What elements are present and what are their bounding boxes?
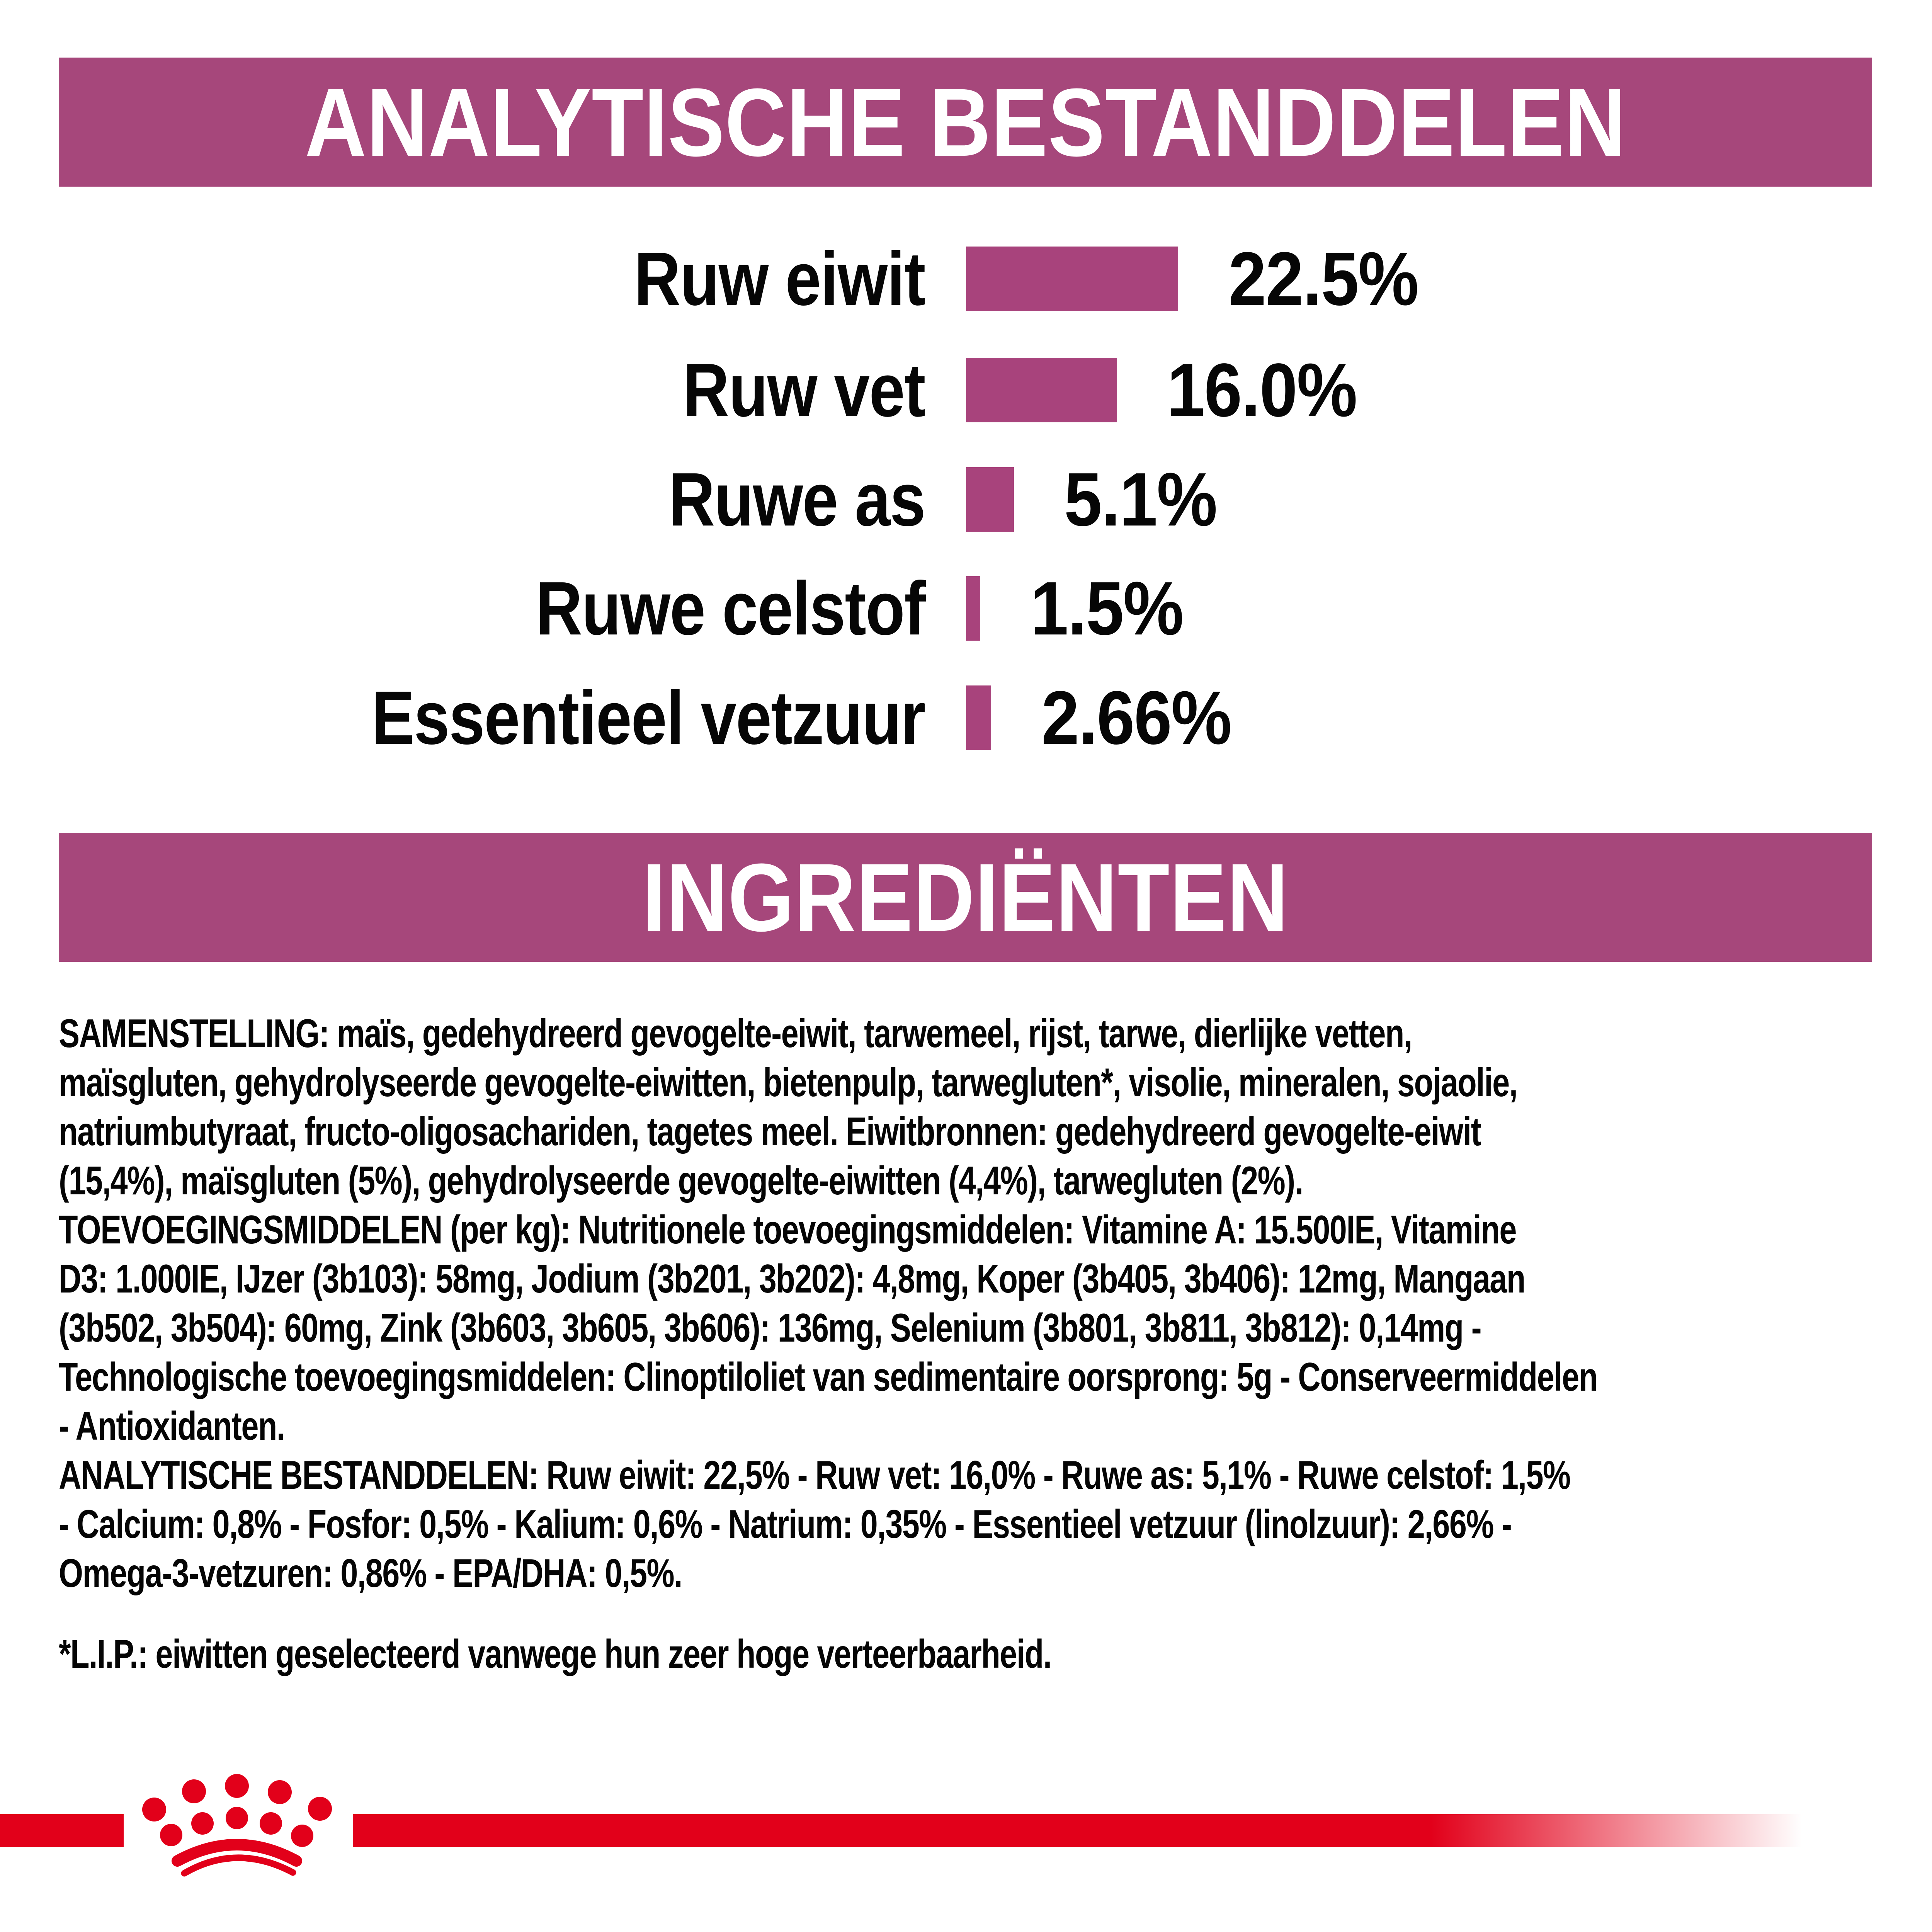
chart-bar (966, 576, 980, 641)
ingredients-text-line: SAMENSTELLING: maïs, gedehydreerd gevoge… (59, 1011, 1412, 1056)
banner-analytische-bestanddelen: ANALYTISCHE BESTANDDELEN (59, 58, 1872, 187)
chart-value-label: 1.5% (1031, 566, 1184, 651)
ingredients-text-line: ANALYTISCHE BESTANDDELEN: Ruw eiwit: 22,… (59, 1453, 1571, 1498)
ingredients-text-line: natriumbutyraat, fructo-oligosachariden,… (59, 1109, 1481, 1154)
ingredients-text-line: - Antioxidanten. (59, 1404, 285, 1449)
chart-value-label: 22.5% (1228, 236, 1419, 321)
chart-category-label: Ruw eiwit (634, 236, 926, 321)
ingredients-text-line: Technologische toevoegingsmiddelen: Clin… (59, 1355, 1598, 1400)
chart-value-label: 5.1% (1064, 457, 1218, 542)
ingredients-text-line: maïsgluten, gehydrolyseerde gevogelte-ei… (59, 1060, 1518, 1105)
ingredients-text-line: (3b502, 3b504): 60mg, Zink (3b603, 3b605… (59, 1306, 1482, 1350)
chart-category-label: Ruwe as (668, 457, 926, 542)
ingredients-text-line: TOEVOEGINGSMIDDELEN (per kg): Nutritione… (59, 1208, 1517, 1252)
chart-value-label: 16.0% (1167, 348, 1357, 432)
chart-row: Ruwe celstof 1.5% (0, 566, 1932, 651)
royal-canin-crown-icon (142, 1774, 332, 1877)
ingredients-text-line: D3: 1.000IE, IJzer (3b103): 58mg, Jodium… (59, 1257, 1526, 1301)
chart-bar (966, 358, 1117, 422)
chart-row: Ruw vet 16.0% (0, 348, 1932, 432)
ingredients-text-line: (15,4%), maïsgluten (5%), gehydrolyseerd… (59, 1158, 1303, 1203)
banner-ingredients-title: INGREDIËNTEN (642, 843, 1289, 951)
chart-category-label: Ruwe celstof (536, 566, 926, 651)
chart-category-label: Ruw vet (683, 348, 926, 432)
chart-row: Ruw eiwit 22.5% (0, 236, 1932, 321)
ingredients-text-line: Omega-3-vetzuren: 0,86% - EPA/DHA: 0,5%. (59, 1551, 683, 1596)
chart-row: Essentieel vetzuur 2.66% (0, 675, 1932, 760)
ingredients-text-line: - Calcium: 0,8% - Fosfor: 0,5% - Kalium:… (59, 1502, 1512, 1547)
chart-row: Ruwe as 5.1% (0, 457, 1932, 542)
brand-stripe-right (353, 1814, 1810, 1847)
banner-ingredienten: INGREDIËNTEN (59, 833, 1872, 962)
banner-analytic-title: ANALYTISCHE BESTANDDELEN (304, 68, 1626, 176)
brand-stripe-left (0, 1814, 124, 1847)
chart-bar (966, 467, 1014, 532)
lip-footnote: *L.I.P.: eiwitten geselecteerd vanwege h… (59, 1632, 1052, 1677)
chart-bar (966, 685, 991, 750)
ingredients-text-block: SAMENSTELLING: maïs, gedehydreerd gevoge… (59, 1009, 1883, 1598)
chart-bar (966, 247, 1178, 311)
chart-category-label: Essentieel vetzuur (371, 675, 926, 760)
chart-value-label: 2.66% (1041, 675, 1232, 760)
